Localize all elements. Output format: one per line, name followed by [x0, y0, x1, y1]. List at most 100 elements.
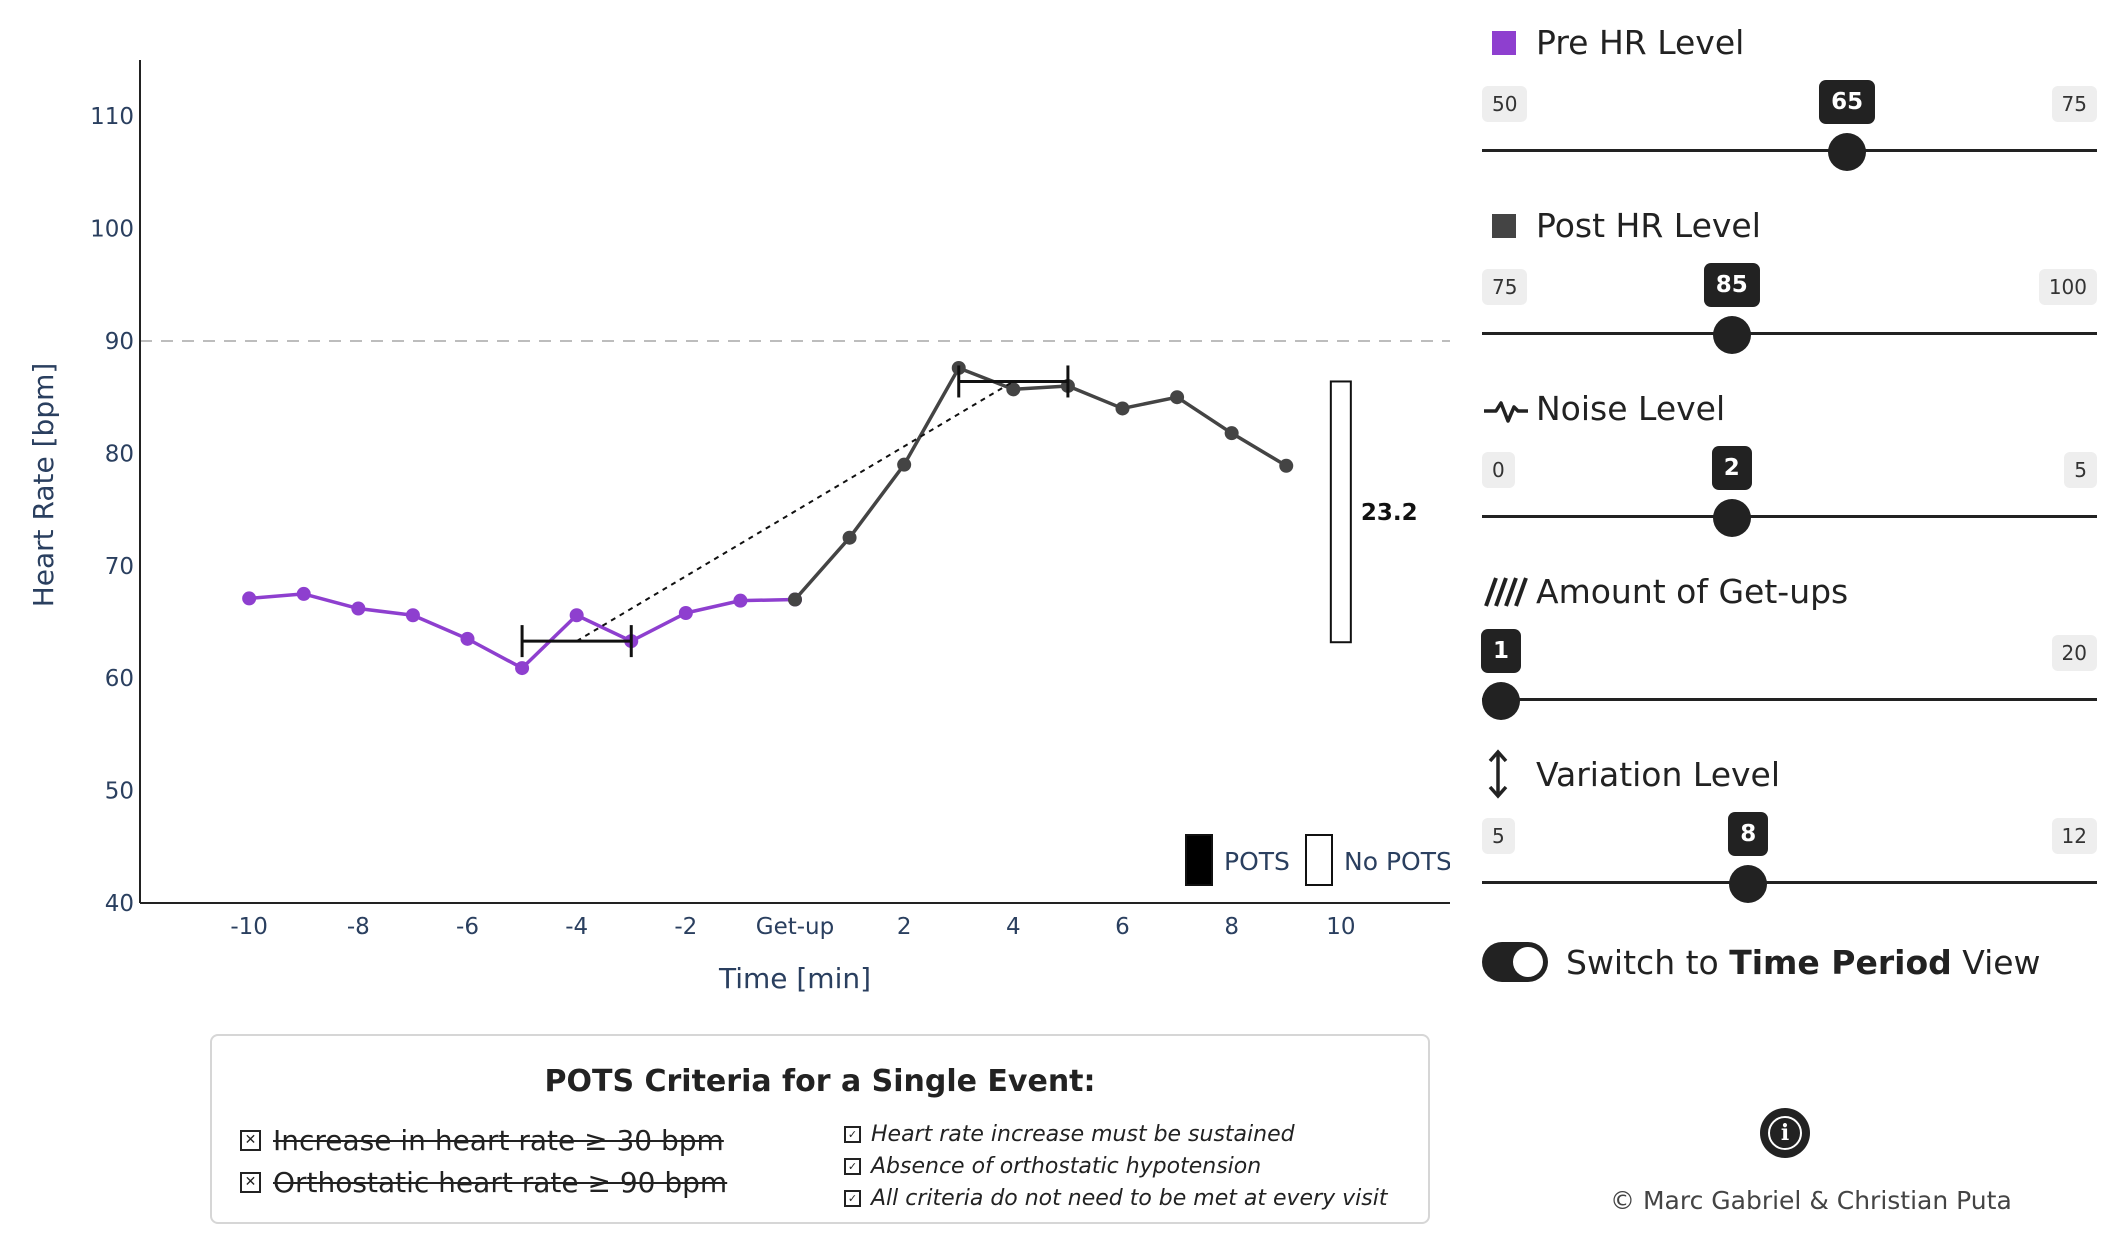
data-point [897, 457, 912, 472]
slider-max-label: 12 [2051, 818, 2097, 854]
criterion-note-hypotension: ✓ Absence of orthostatic hypotension [844, 1154, 1261, 1179]
data-point [1006, 382, 1021, 397]
slider-value-badge: 2 [1711, 446, 1752, 490]
slider-min-label: 0 [1482, 452, 1515, 488]
criterion-text: Increase in heart rate ≥ 30 bpm [273, 1124, 724, 1157]
slider-noise-level: Noise Level 0 5 2 [1482, 366, 2097, 537]
slider-handle[interactable] [1482, 682, 1520, 720]
slider-handle[interactable] [1828, 133, 1867, 171]
x-tick-label: -10 [230, 914, 268, 940]
note-text: All criteria do not need to be met at ev… [871, 1186, 1388, 1211]
slider-post-hr-level: Post HR Level 75 100 85 [1482, 183, 2097, 354]
slider-title: Pre HR Level [1482, 18, 1744, 66]
slider-title: Variation Level [1482, 749, 1780, 799]
crossed-box-icon: ✕ [240, 1130, 261, 1151]
data-point [733, 593, 748, 608]
criterion-note-every-visit: ✓ All criteria do not need to be met at e… [844, 1186, 1387, 1211]
checkbox-icon: ✓ [844, 1190, 861, 1207]
legend-label: POTS [1224, 847, 1290, 876]
diagonal-connector [576, 380, 1014, 642]
data-point [405, 608, 420, 623]
data-point [1115, 401, 1130, 416]
data-point [569, 608, 584, 623]
data-point [678, 606, 693, 621]
gray-square-icon [1482, 204, 1528, 246]
toggle-label-suffix: View [1951, 942, 2041, 982]
difference-label: 23.2 [1361, 500, 1418, 526]
slider-value-badge: 8 [1728, 812, 1769, 856]
data-point [515, 661, 530, 676]
purple-square-icon [1482, 21, 1528, 63]
checkbox-icon: ✓ [844, 1126, 861, 1143]
slider-max-label: 5 [2064, 452, 2097, 488]
data-point [788, 592, 802, 607]
slider-pre-hr-level: Pre HR Level 50 75 65 [1482, 0, 2097, 171]
y-axis-title: Heart Rate [bpm] [27, 363, 60, 608]
info-button[interactable]: i [1760, 1108, 1810, 1158]
slider-handle[interactable] [1712, 499, 1751, 537]
slider-track[interactable] [1482, 515, 2097, 518]
data-point [351, 601, 366, 616]
slider-min-label: 75 [1482, 269, 1528, 305]
slider-title-text: Amount of Get-ups [1536, 571, 1849, 611]
checkbox-icon: ✓ [844, 1158, 861, 1175]
criterion-heart-rate-increase: ✕ Increase in heart rate ≥ 30 bpm [240, 1124, 724, 1157]
y-tick-label: 50 [105, 779, 134, 805]
slider-max-label: 20 [2051, 635, 2097, 671]
y-tick-label: 80 [105, 441, 134, 467]
slider-track[interactable] [1482, 149, 2097, 152]
note-text: Heart rate increase must be sustained [871, 1122, 1295, 1147]
vertical-arrows-icon [1482, 749, 1528, 799]
x-tick-label: -6 [456, 914, 479, 940]
data-point [460, 631, 475, 646]
crossed-box-icon: ✕ [240, 1172, 261, 1193]
slider-value-badge: 85 [1703, 263, 1760, 307]
y-tick-label: 40 [105, 891, 134, 917]
criterion-text: Orthostatic heart rate ≥ 90 bpm [273, 1166, 728, 1199]
legend-label: No POTS [1344, 847, 1450, 876]
x-tick-label: 6 [1115, 914, 1130, 940]
data-point [1170, 390, 1185, 405]
x-tick-label: 8 [1224, 914, 1239, 940]
x-tick-label: 10 [1326, 914, 1355, 940]
data-point [842, 530, 857, 545]
criteria-title: POTS Criteria for a Single Event: [544, 1064, 1096, 1099]
info-icon: i [1768, 1116, 1802, 1150]
pulse-icon [1482, 387, 1528, 429]
data-point [1224, 426, 1239, 441]
x-tick-label: -4 [565, 914, 588, 940]
slider-title-text: Post HR Level [1536, 205, 1761, 245]
pots-criteria-box: POTS Criteria for a Single Event: ✕ Incre… [210, 1034, 1430, 1224]
data-point [1279, 458, 1294, 473]
slider-title-text: Pre HR Level [1536, 22, 1745, 62]
slider-track[interactable] [1482, 698, 2097, 701]
slider-track[interactable] [1482, 881, 2097, 884]
slider-title: Amount of Get-ups [1482, 567, 1848, 615]
criterion-note-sustained: ✓ Heart rate increase must be sustained [844, 1122, 1295, 1147]
x-tick-label: 4 [1006, 914, 1021, 940]
slider-track[interactable] [1482, 332, 2097, 335]
slider-handle[interactable] [1729, 865, 1768, 903]
slider-amount-of-get-ups: Amount of Get-ups1201 [1480, 549, 2097, 720]
slider-max-label: 100 [2038, 269, 2097, 305]
criterion-orthostatic-heart-rate: ✕ Orthostatic heart rate ≥ 90 bpm [240, 1166, 727, 1199]
y-tick-label: 60 [105, 666, 134, 692]
slider-min-label: 50 [1482, 86, 1528, 122]
x-tick-label: Get-up [756, 914, 834, 940]
copyright-text: © Marc Gabriel & Christian Puta [1610, 1186, 2012, 1215]
toggle-knob [1513, 947, 1543, 977]
controls-panel: Pre HR Level 50 75 65 Post HR Level 75 100 85 No… [1470, 0, 2100, 1250]
slider-title: Noise Level [1482, 384, 1725, 432]
slider-handle[interactable] [1712, 316, 1751, 354]
toggle-label-prefix: Switch to [1566, 942, 1730, 982]
slider-variation-level: Variation Level 5 12 8 [1482, 732, 2097, 903]
x-axis-title: Time [min] [718, 962, 871, 995]
hatch-icon [1482, 570, 1528, 612]
slider-min-label: 5 [1482, 818, 1515, 854]
view-toggle-row[interactable]: Switch to Time Period View [1482, 936, 2041, 988]
y-tick-label: 70 [105, 554, 134, 580]
x-tick-label: 2 [897, 914, 912, 940]
view-toggle-switch[interactable] [1482, 942, 1548, 982]
data-point [296, 586, 311, 601]
difference-bar [1329, 380, 1352, 644]
